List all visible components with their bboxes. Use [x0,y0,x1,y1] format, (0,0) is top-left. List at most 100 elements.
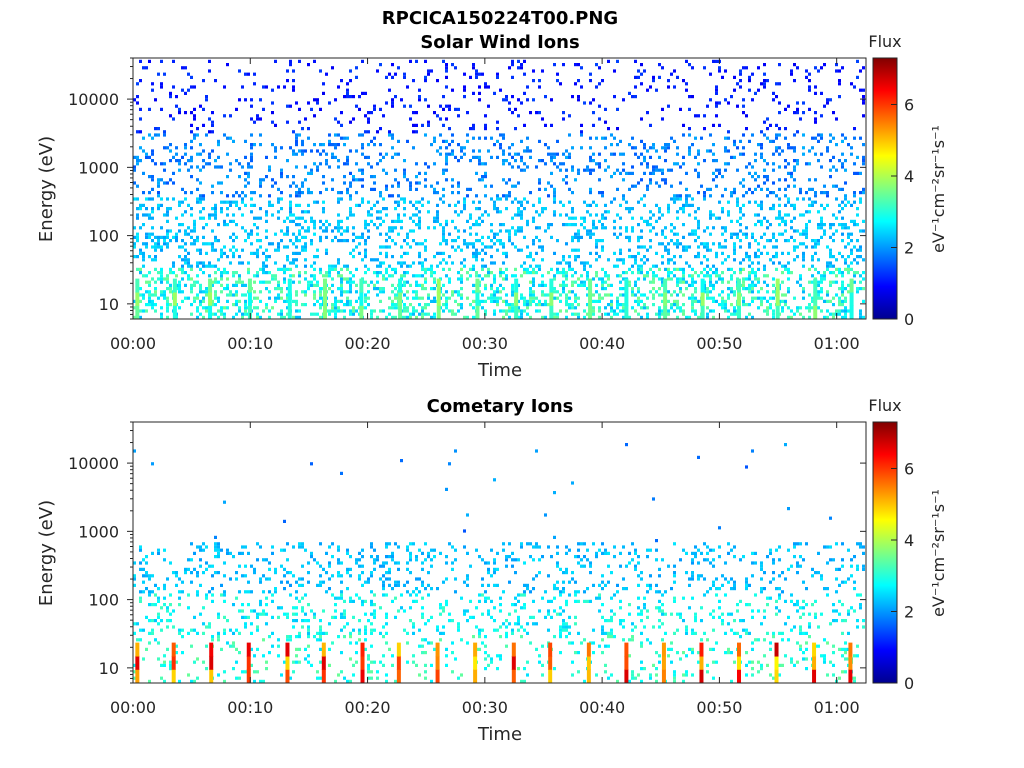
heatmap-cell [340,615,343,619]
heatmap-cell [370,590,373,594]
heatmap-cell [316,248,319,252]
heatmap-cell [481,299,484,303]
heatmap-cell [799,306,802,310]
heatmap-cell [481,258,484,262]
heatmap-cell [370,187,373,191]
heatmap-cell [832,303,835,307]
heatmap-cell [379,107,382,111]
heatmap-cell [682,309,685,313]
heatmap-cell [154,162,157,166]
heatmap-cell [655,88,658,92]
heatmap-cell [337,226,340,230]
heatmap-cell [667,210,670,214]
heatmap-cell [736,235,739,239]
heatmap-cell [328,264,331,268]
burst-cell [849,278,854,293]
heatmap-cell [445,146,448,150]
heatmap-cell [220,583,223,587]
heatmap-cell [829,312,832,316]
heatmap-cell [412,213,415,217]
heatmap-cell [559,82,562,86]
heatmap-cell [370,555,373,559]
heatmap-cell [610,200,613,204]
heatmap-cell [178,577,181,581]
heatmap-cell [391,98,394,102]
heatmap-cell [160,197,163,201]
heatmap-cell [244,574,247,578]
heatmap-cell [559,299,562,303]
heatmap-cell [856,290,859,294]
heatmap-cell [862,187,865,191]
heatmap-cell [304,619,307,623]
heatmap-cell [427,293,430,297]
heatmap-cell [247,232,250,236]
heatmap-cell [295,290,298,294]
heatmap-cell [652,165,655,169]
heatmap-cell [478,223,481,227]
heatmap-cell [595,290,598,294]
heatmap-cell [385,571,388,575]
heatmap-cell [541,210,544,214]
heatmap-cell [178,255,181,259]
heatmap-cell [706,245,709,249]
heatmap-cell [481,72,484,76]
heatmap-cell [676,162,679,166]
heatmap-cell [421,615,424,619]
heatmap-cell [460,146,463,150]
heatmap-cell [730,303,733,307]
heatmap-cell [331,615,334,619]
heatmap-cell [814,152,817,156]
heatmap-cell [181,187,184,191]
heatmap-cell [277,197,280,201]
heatmap-cell [793,312,796,316]
heatmap-cell [592,98,595,102]
heatmap-cell [292,85,295,89]
heatmap-cell [184,258,187,262]
heatmap-cell [280,312,283,316]
heatmap-cell [589,187,592,191]
heatmap-cell [502,287,505,291]
heatmap-cell [283,277,286,281]
heatmap-cell [193,219,196,223]
heatmap-cell [694,309,697,313]
heatmap-cell [442,293,445,297]
heatmap-cell [280,290,283,294]
heatmap-cell [202,207,205,211]
heatmap-cell [739,245,742,249]
heatmap-cell [196,315,199,319]
heatmap-cell [676,146,679,150]
heatmap-cell [184,66,187,70]
heatmap-cell [502,271,505,275]
heatmap-cell [292,619,295,623]
heatmap-cell [751,287,754,291]
heatmap-cell [346,226,349,230]
heatmap-cell [163,558,166,562]
heatmap-cell [307,561,310,565]
heatmap-cell [556,312,559,316]
heatmap-cell [808,187,811,191]
heatmap-cell [457,290,460,294]
heatmap-cell [226,551,229,555]
heatmap-cell [169,303,172,307]
heatmap-cell [631,165,634,169]
heatmap-cell [253,203,256,207]
heatmap-cell [379,245,382,249]
heatmap-cell [436,219,439,223]
heatmap-cell [247,175,250,179]
heatmap-cell [196,296,199,300]
heatmap-cell [757,203,760,207]
heatmap-cell [481,277,484,281]
heatmap-cell [508,309,511,313]
heatmap-cell [271,120,274,124]
heatmap-cell [667,203,670,207]
heatmap-cell [166,306,169,310]
heatmap-cell [298,107,301,111]
heatmap-cell [778,101,781,105]
heatmap-cell [508,194,511,198]
heatmap-cell [319,638,322,642]
heatmap-cell [769,207,772,211]
heatmap-cell [820,216,823,220]
heatmap-cell [373,309,376,313]
heatmap-cell [565,274,568,278]
heatmap-cell [439,242,442,246]
